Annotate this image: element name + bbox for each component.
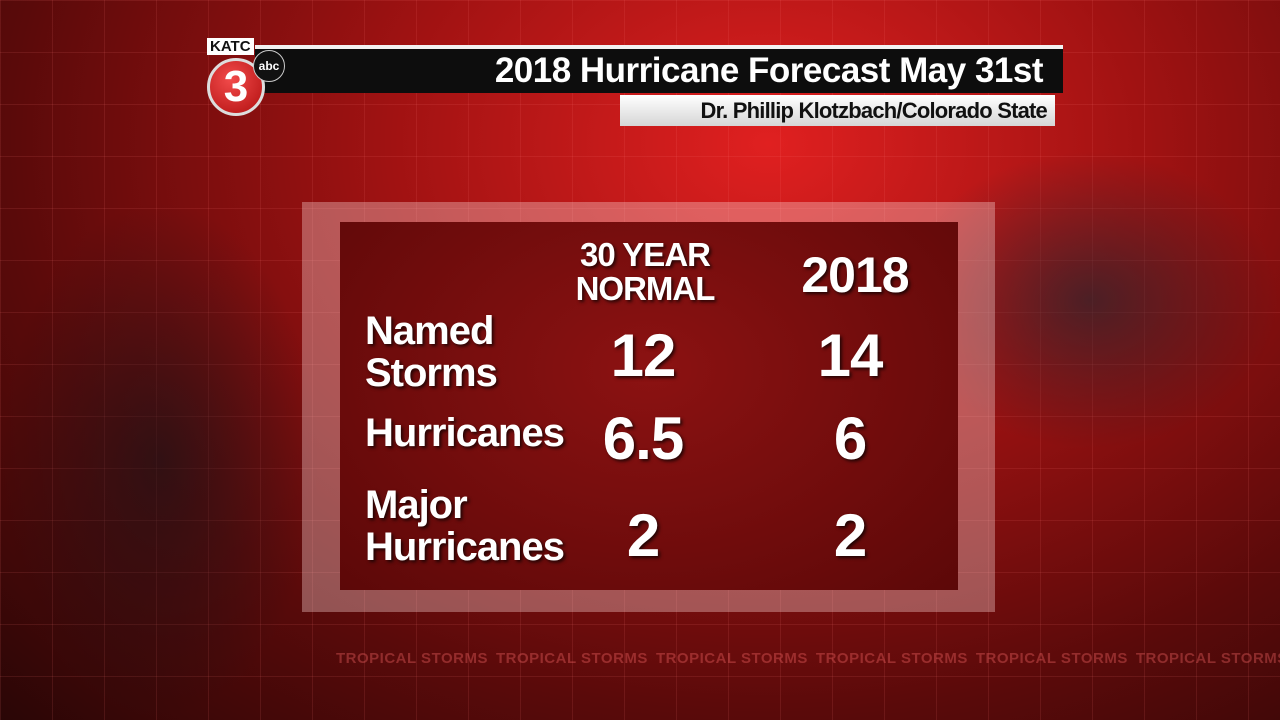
cell-value: 12	[610, 322, 677, 389]
title: 2018 Hurricane Forecast May 31st	[494, 51, 1044, 90]
cell-value: 2	[833, 502, 867, 569]
panel	[340, 222, 958, 590]
background-text-row: TROPICAL STORMS TROPICAL STORMS TROPICAL S…	[336, 650, 1280, 667]
station-logo: KATC 3 abc	[205, 36, 285, 116]
background-text: TROPICAL STORMS	[815, 650, 968, 667]
row-label: Hurricanes	[365, 411, 565, 455]
background-shade	[0, 200, 320, 720]
logo-channel: 3	[207, 58, 265, 116]
background-text: TROPICAL STORMS	[495, 650, 648, 667]
cell-value: 6.5	[602, 405, 684, 472]
cell-value: 14	[817, 322, 884, 389]
background-text: TROPICAL STORMS	[655, 650, 808, 667]
cell-value: 6	[833, 405, 867, 472]
background-text: TROPICAL STORMS	[1135, 650, 1280, 667]
column-header: 30 YEAR NORMAL	[575, 236, 716, 307]
logo-station: KATC	[207, 38, 254, 55]
row-label: Named Storms	[365, 309, 498, 395]
subtitle: Dr. Phillip Klotzbach/Colorado State	[700, 98, 1048, 123]
subtitle-bar: Dr. Phillip Klotzbach/Colorado State	[620, 95, 1055, 126]
cell-value: 2	[626, 502, 660, 569]
background-text: TROPICAL STORMS	[336, 650, 488, 667]
logo-network: abc	[253, 50, 285, 82]
row-label: Major Hurricanes	[365, 483, 565, 569]
column-header: 2018	[801, 247, 909, 303]
background-shade	[900, 150, 1280, 450]
title-bar: 2018 Hurricane Forecast May 31st	[255, 45, 1063, 93]
background-text: TROPICAL STORMS	[975, 650, 1128, 667]
